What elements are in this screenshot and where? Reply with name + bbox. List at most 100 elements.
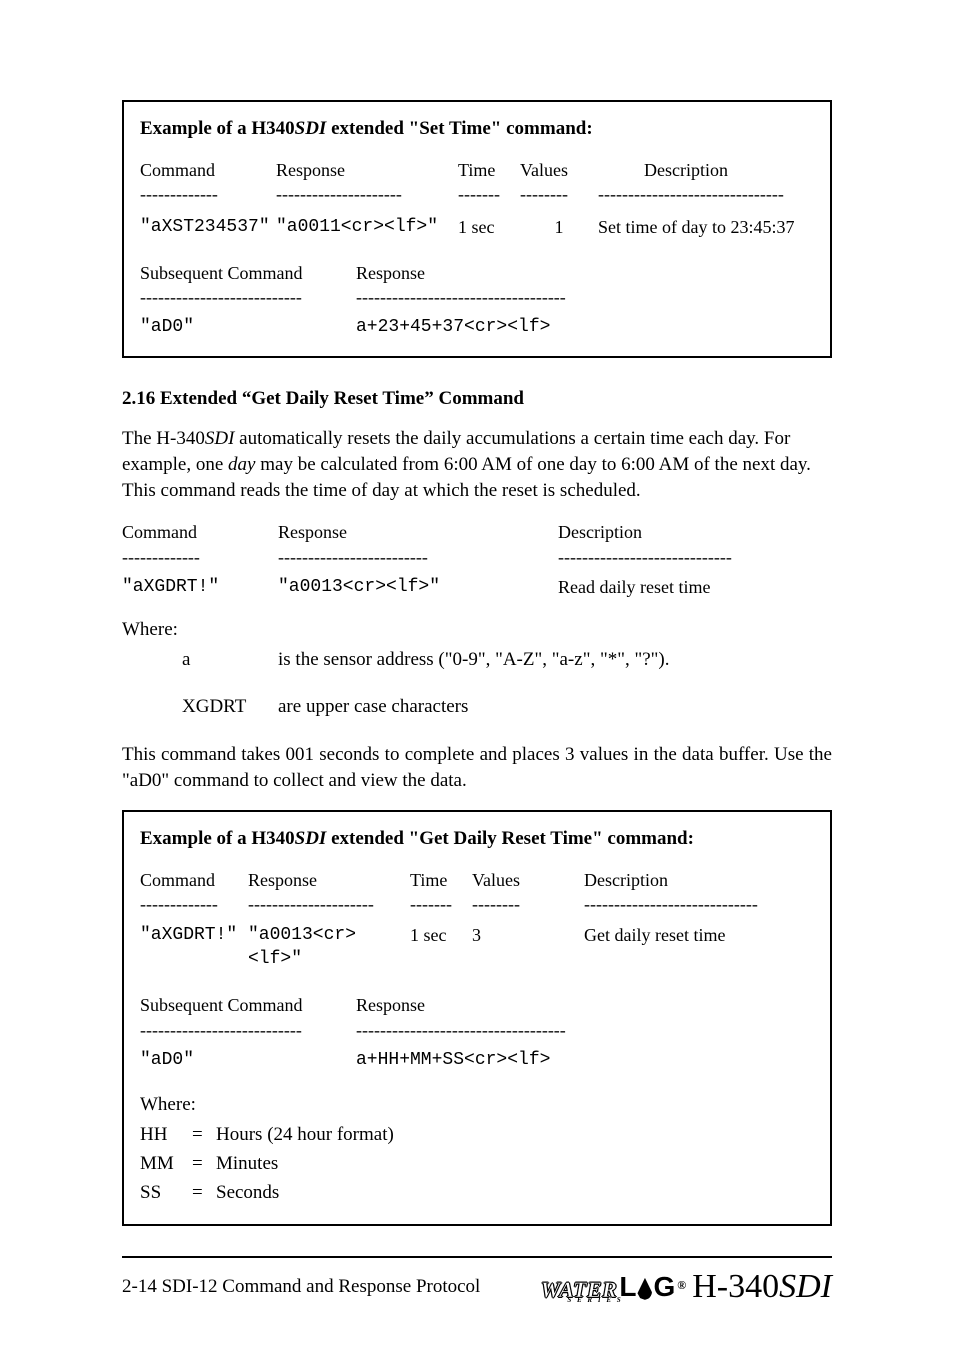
sub-dash-command: ---------------------------: [140, 285, 356, 309]
b2-mm-eq: =: [192, 1149, 216, 1178]
b2-ss-val: Seconds: [216, 1178, 279, 1207]
title2-suffix: extended "Get Daily Reset Time" command:: [326, 828, 694, 849]
dash-values: --------: [520, 182, 598, 206]
b2-sub-header-row: Subsequent Command Response: [140, 993, 814, 1017]
footer-right: WATER L G S E R I E S ® H-340SDI: [541, 1268, 832, 1306]
b2-cell-command: "aXGDRT!": [140, 923, 248, 972]
b2-hh-key: HH: [140, 1120, 192, 1149]
b2-sub-dash-row: --------------------------- ------------…: [140, 1018, 814, 1042]
b2-sub-cell-response: a+HH+MM+SS<cr><lf>: [356, 1048, 550, 1072]
cmd-hdr-description: Description: [558, 520, 642, 544]
hdr-time: Time: [458, 158, 520, 182]
cmd-header-row: Command Response Description: [122, 520, 832, 544]
b2-sub-dash-command: ---------------------------: [140, 1018, 356, 1042]
b2-hh-val: Hours (24 hour format): [216, 1120, 394, 1149]
model-prefix: H-340: [692, 1268, 779, 1305]
b2-cell-description: Get daily reset time: [584, 923, 725, 972]
sub-cell-command: "aD0": [140, 315, 356, 339]
b2-header-row: Command Response Time Values Description: [140, 868, 814, 892]
dash-command: -------------: [140, 182, 276, 206]
b2-sub-hdr-response: Response: [356, 993, 425, 1017]
b2-where-ss: SS = Seconds: [140, 1178, 814, 1207]
where-label: Where:: [122, 615, 832, 644]
cell-time: 1 sec: [458, 215, 520, 239]
hdr-command: Command: [140, 158, 276, 182]
example-box-set-time: Example of a H340SDI extended "Set Time"…: [122, 100, 832, 358]
dash-time: -------: [458, 182, 520, 206]
cmd-data-row: "aXGDRT!" "a0013<cr><lf>" Read daily res…: [122, 575, 832, 599]
dash-response: ---------------------: [276, 182, 458, 206]
example-box-get-drt: Example of a H340SDI extended "Get Daily…: [122, 810, 832, 1226]
where-x-key: XGDRT: [182, 692, 278, 721]
p1a: The H-340: [122, 428, 205, 449]
logo-series: S E R I E S: [567, 1296, 622, 1304]
footer-left: 2-14 SDI-12 Command and Response Protoco…: [122, 1276, 480, 1298]
b2-sub-hdr-command: Subsequent Command: [140, 993, 356, 1017]
header-row: Command Response Time Values Description: [140, 158, 814, 182]
logo-g: G: [653, 1271, 675, 1303]
b2-cell-values: 3: [472, 923, 584, 972]
cmd-dash-command: -------------: [122, 545, 278, 569]
sub-data-row: "aD0" a+23+45+37<cr><lf>: [140, 315, 814, 339]
b2-dash-values: --------: [472, 892, 584, 916]
cell-values: 1: [520, 215, 598, 239]
p1b: SDI: [205, 428, 235, 449]
b2-mm-val: Minutes: [216, 1149, 278, 1178]
cmd-hdr-command: Command: [122, 520, 278, 544]
sub-hdr-response: Response: [356, 261, 425, 285]
b2-where-label: Where:: [140, 1090, 814, 1119]
cmd-dash-description: -----------------------------: [558, 545, 732, 569]
where-line-a: a is the sensor address ("0-9", "A-Z", "…: [122, 645, 832, 674]
logo-log: L G S E R I E S: [619, 1271, 675, 1303]
cmd-cell-response: "a0013<cr><lf>": [278, 575, 558, 599]
example-title: Example of a H340SDI extended "Set Time"…: [140, 118, 814, 140]
b2-data-row: "aXGDRT!" "a0013<cr><lf>" 1 sec 3 Get da…: [140, 923, 814, 972]
title2-sdi: SDI: [295, 828, 327, 849]
footer: 2-14 SDI-12 Command and Response Protoco…: [122, 1256, 832, 1306]
b2-dash-response: ---------------------: [248, 892, 410, 916]
hdr-gap: [598, 158, 644, 182]
b2-ss-eq: =: [192, 1178, 216, 1207]
p1d: day: [228, 454, 255, 475]
b2-dash-command: -------------: [140, 892, 248, 916]
b2-where-block: Where: HH = Hours (24 hour format) MM = …: [140, 1090, 814, 1208]
b2-sub-cell-command: "aD0": [140, 1048, 356, 1072]
where-a-key: a: [182, 645, 278, 674]
footer-model: H-340SDI: [692, 1268, 832, 1306]
b2-hdr-time: Time: [410, 868, 472, 892]
b2-hdr-command: Command: [140, 868, 248, 892]
title-prefix: Example of a H340: [140, 118, 295, 139]
sub-header-row: Subsequent Command Response: [140, 261, 814, 285]
title2-prefix: Example of a H340: [140, 828, 295, 849]
b2-dash-description: -----------------------------: [584, 892, 758, 916]
hdr-response: Response: [276, 158, 458, 182]
cmd-cell-command: "aXGDRT!": [122, 575, 278, 599]
where-line-x: XGDRT are upper case characters: [122, 692, 832, 721]
b2-where-mm: MM = Minutes: [140, 1149, 814, 1178]
cmd-dash-row: ------------- ------------------------- …: [122, 545, 832, 569]
example2-title: Example of a H340SDI extended "Get Daily…: [140, 828, 814, 850]
title-suffix: extended "Set Time" command:: [326, 118, 592, 139]
cmd-cell-description: Read daily reset time: [558, 575, 710, 599]
b2-mm-key: MM: [140, 1149, 192, 1178]
page: Example of a H340SDI extended "Set Time"…: [0, 0, 954, 1346]
b2-dash-time: -------: [410, 892, 472, 916]
paragraph-1: The H-340SDI automatically resets the da…: [122, 426, 832, 505]
b2-cell-time: 1 sec: [410, 923, 472, 972]
title-sdi: SDI: [295, 118, 327, 139]
b2-hdr-description: Description: [584, 868, 668, 892]
cell-description: Set time of day to 23:45:37: [598, 215, 794, 239]
section-heading: 2.16 Extended “Get Daily Reset Time” Com…: [122, 388, 832, 410]
b2-sub-data-row: "aD0" a+HH+MM+SS<cr><lf>: [140, 1048, 814, 1072]
where-block: Where: a is the sensor address ("0-9", "…: [122, 615, 832, 721]
b2-dash-row: ------------- --------------------- ----…: [140, 892, 814, 916]
sub-hdr-command: Subsequent Command: [140, 261, 356, 285]
cmd-dash-response: -------------------------: [278, 545, 558, 569]
cell-response: "a0011<cr><lf>": [276, 215, 458, 239]
b2-sub-dash-response: -----------------------------------: [356, 1018, 566, 1042]
where-a-val: is the sensor address ("0-9", "A-Z", "a-…: [278, 645, 670, 674]
cell-command: "aXST234537": [140, 215, 276, 239]
water-drop-icon: [637, 1278, 652, 1300]
waterlog-logo: WATER L G S E R I E S ®: [541, 1271, 687, 1303]
b2-ss-key: SS: [140, 1178, 192, 1207]
